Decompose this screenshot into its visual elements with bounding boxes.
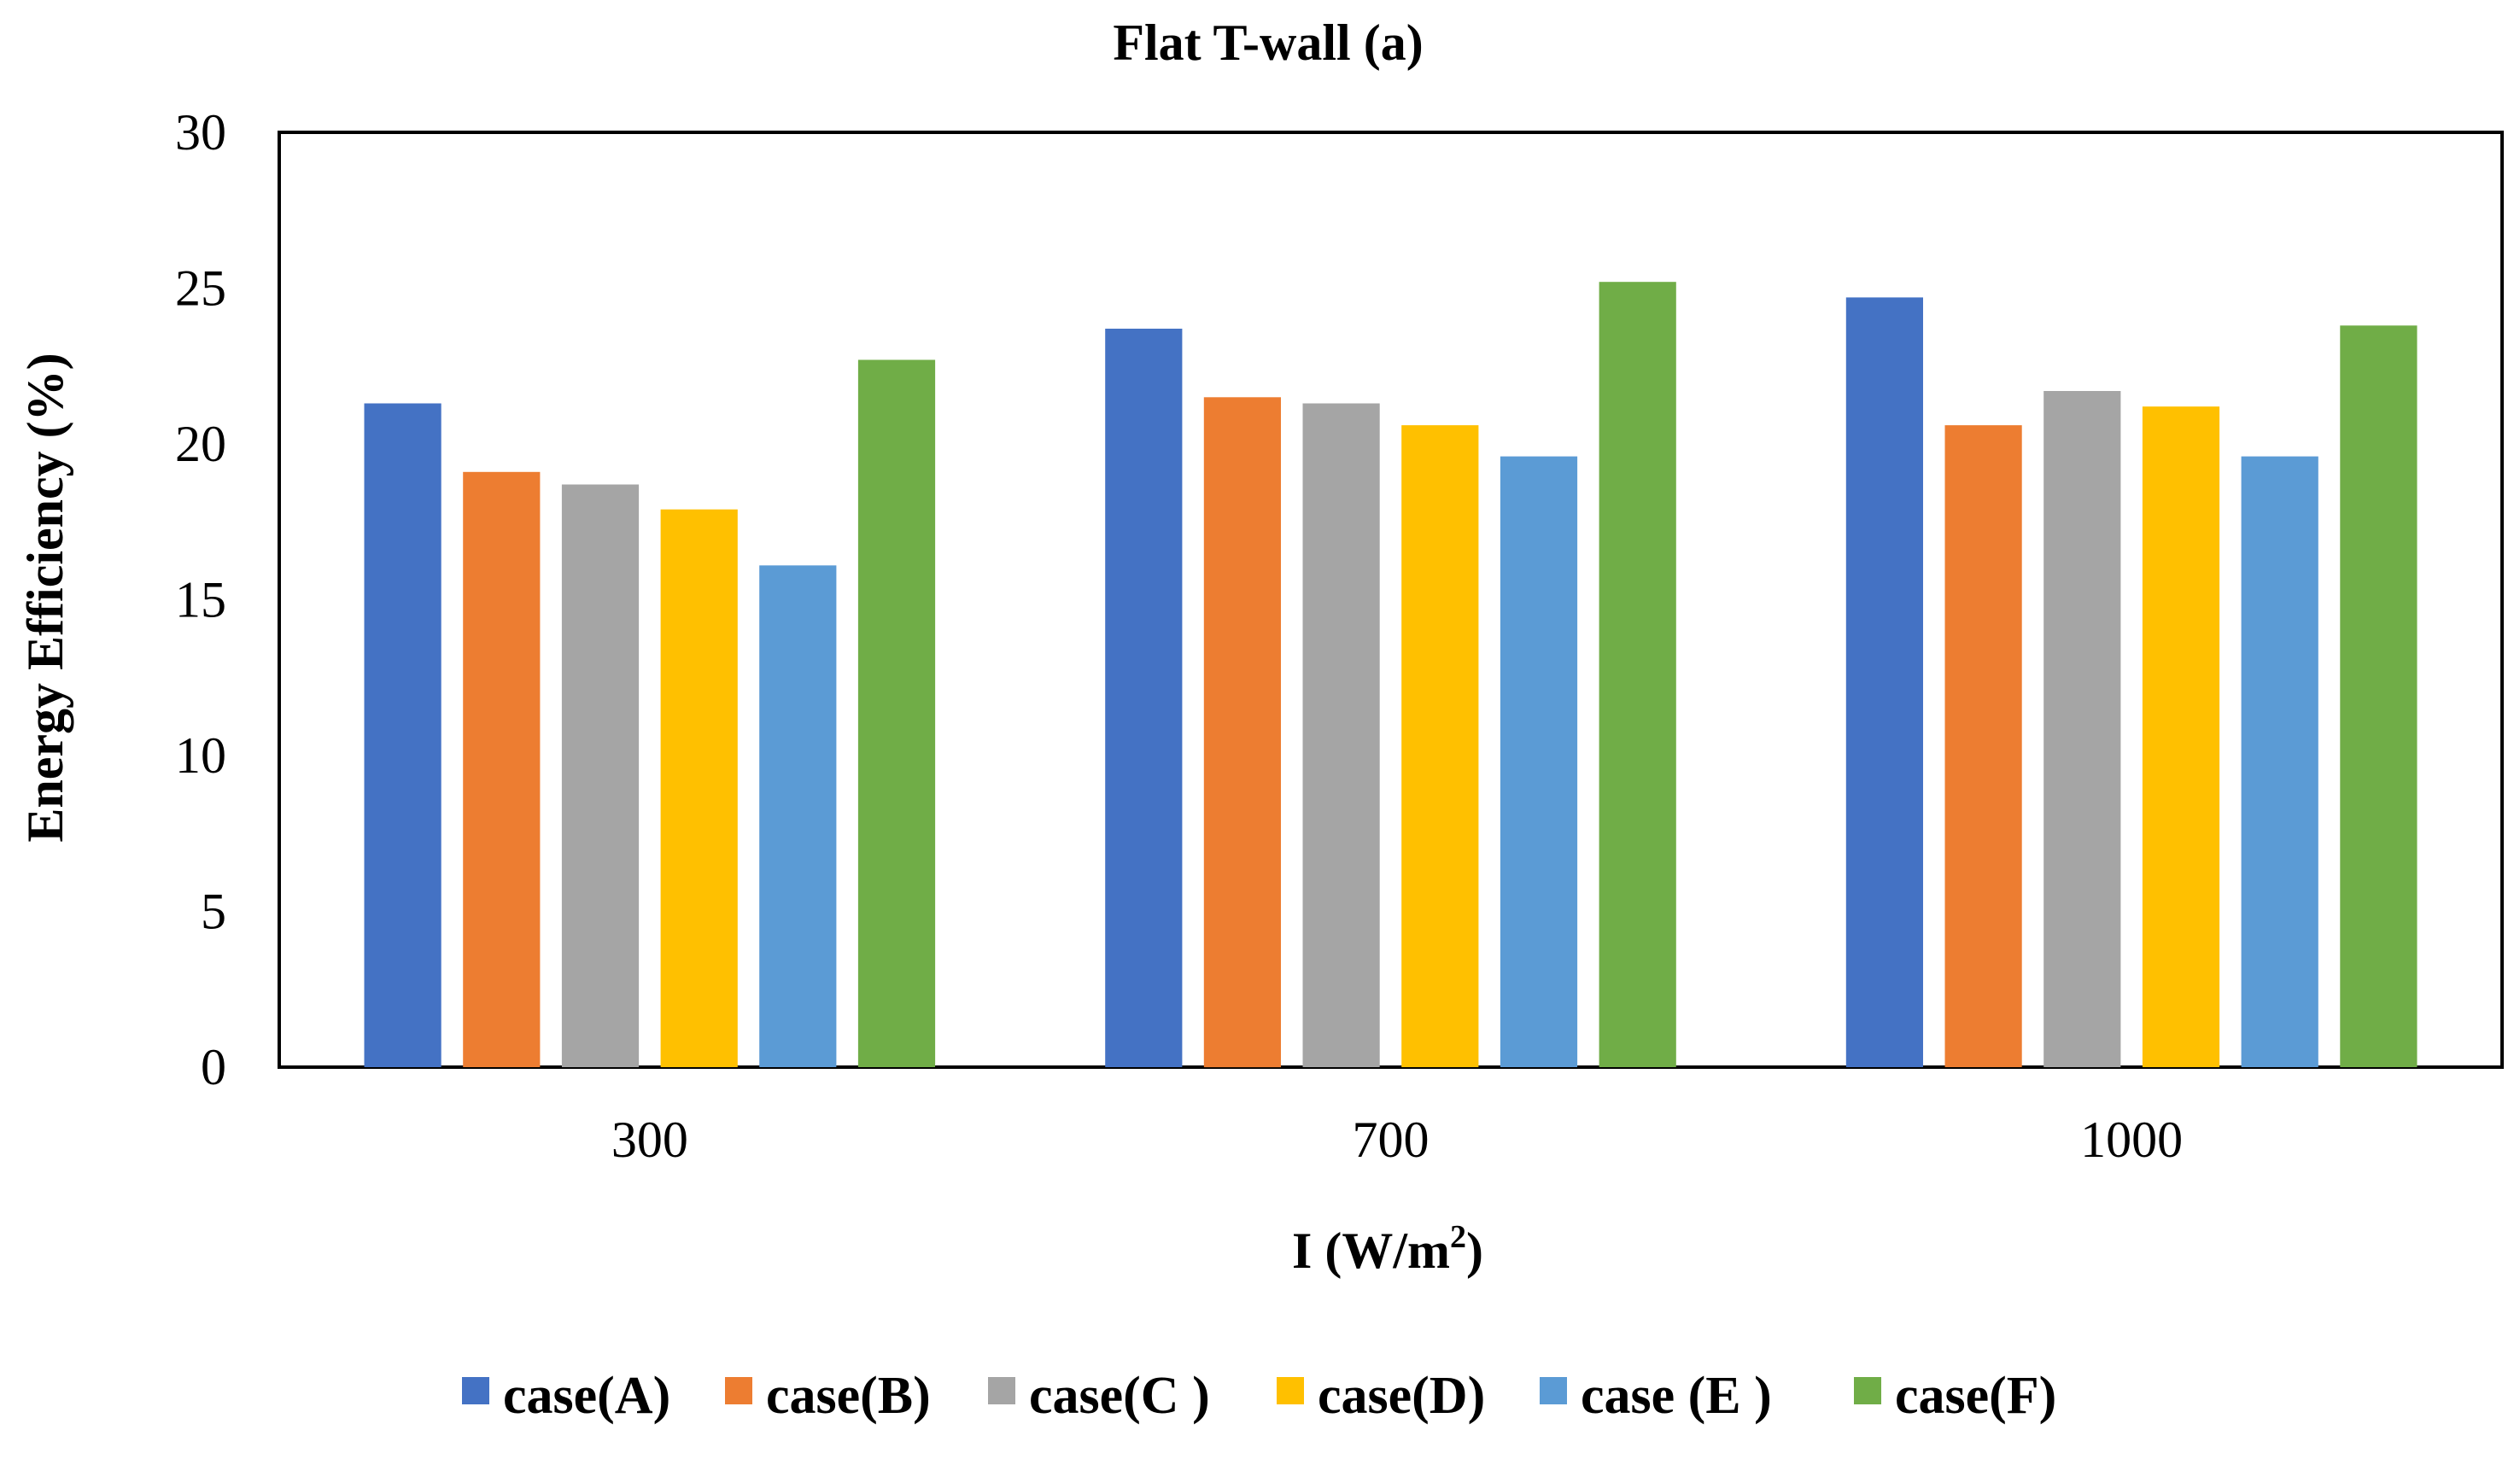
bar	[364, 403, 441, 1067]
y-tick-label: 0	[201, 1039, 226, 1095]
y-tick-label: 30	[175, 104, 226, 160]
bar	[1401, 425, 1479, 1068]
bar	[561, 484, 640, 1067]
legend-label: case(D)	[1318, 1367, 1485, 1425]
x-axis-label-close: )	[1466, 1223, 1483, 1279]
chart-title: Flat T-wall (a)	[1113, 15, 1423, 71]
legend-label: case (E )	[1581, 1367, 1772, 1425]
bar	[1944, 425, 2022, 1068]
bar	[1599, 282, 1676, 1067]
bar	[2043, 391, 2121, 1067]
bar	[2340, 325, 2418, 1067]
bar	[1105, 329, 1183, 1067]
legend-swatch	[1277, 1377, 1304, 1404]
bar	[1302, 403, 1380, 1067]
y-tick-label: 5	[201, 884, 226, 940]
x-tick-label: 300	[611, 1112, 688, 1168]
legend-swatch	[988, 1377, 1015, 1404]
legend-swatch	[462, 1377, 489, 1404]
legend-label: case(B)	[766, 1367, 931, 1425]
bar	[759, 565, 837, 1067]
y-axis-label: Energy Efficiency (%)	[17, 353, 73, 842]
x-tick-label: 1000	[2080, 1112, 2183, 1168]
legend-label: case(A)	[503, 1367, 670, 1425]
y-tick-label: 20	[175, 416, 226, 472]
y-tick-label: 25	[175, 260, 226, 317]
x-tick-label: 700	[1353, 1112, 1430, 1168]
y-tick-label: 15	[175, 572, 226, 628]
legend-swatch	[1540, 1377, 1567, 1404]
bar-series	[364, 282, 2418, 1068]
bar	[660, 509, 738, 1067]
legend: case(A) case(B) case(C ) case(D) case (E ) ca…	[462, 1367, 2056, 1425]
bar	[2241, 456, 2318, 1067]
y-axis-ticks: 0 5 10 15 20 25 30	[175, 104, 226, 1095]
legend-swatch	[725, 1377, 752, 1404]
bar	[2142, 406, 2220, 1067]
legend-label: case(C )	[1029, 1367, 1210, 1425]
legend-label: case(F)	[1895, 1367, 2056, 1425]
bar	[1845, 297, 1923, 1067]
x-axis-label-main: I (W/m	[1292, 1223, 1450, 1279]
x-axis-label-superscript: 2	[1450, 1219, 1466, 1255]
bar	[1203, 397, 1281, 1068]
bar	[857, 359, 936, 1067]
legend-swatch	[1854, 1377, 1881, 1404]
bar	[1500, 456, 1578, 1067]
x-axis-label: I (W/m2)	[1292, 1219, 1483, 1279]
y-tick-label: 10	[175, 727, 226, 784]
plot-area-frame	[278, 131, 2504, 1069]
bar	[463, 471, 541, 1067]
x-axis-ticks: 300 700 1000	[611, 1112, 2183, 1168]
